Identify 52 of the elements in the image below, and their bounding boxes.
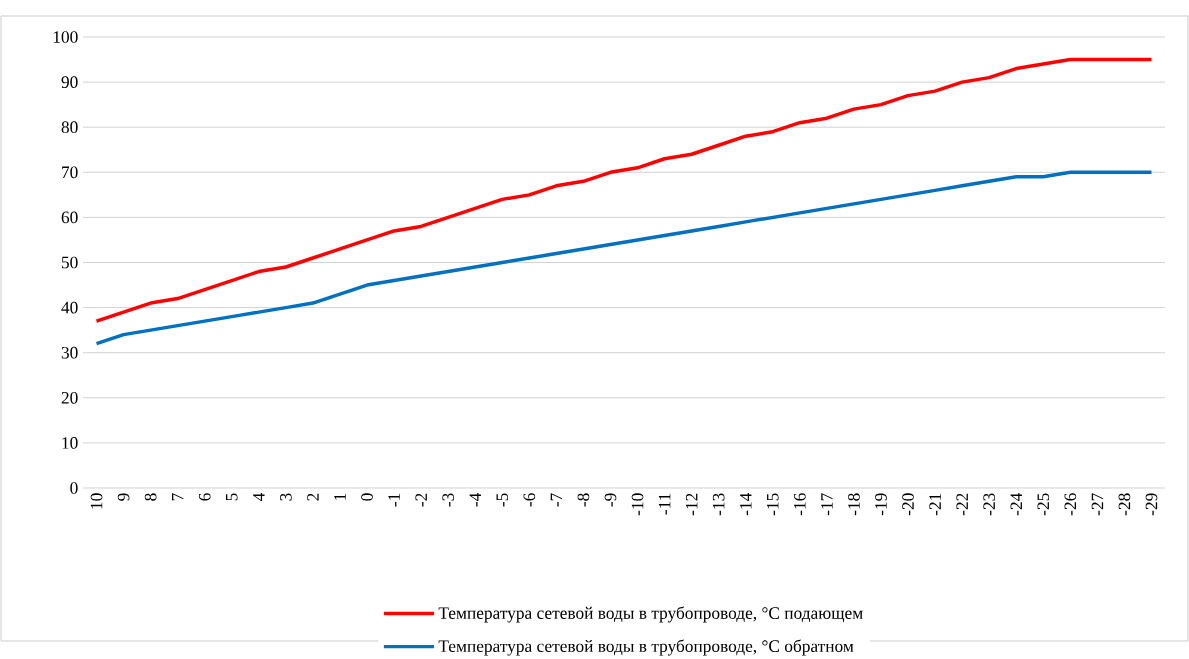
- x-tick-label: -15: [766, 493, 779, 516]
- x-tick-label: -25: [1037, 493, 1050, 516]
- x-tick-label: -26: [1064, 493, 1077, 516]
- x-tick-label: 0: [361, 493, 373, 501]
- x-tick-label: -14: [740, 492, 752, 516]
- x-tick-label: 1: [334, 493, 346, 500]
- x-tick-label: -16: [794, 493, 806, 516]
- x-tick-label: 10: [90, 493, 103, 509]
- x-tick-label: -18: [848, 493, 860, 516]
- x-tick-label: -10: [631, 493, 644, 516]
- x-tick-label: 4: [253, 492, 265, 501]
- x-tick-label: -22: [956, 493, 968, 516]
- y-tick-label: 90: [61, 76, 78, 88]
- x-tick-label: -20: [902, 493, 914, 516]
- y-tick-label: 20: [61, 391, 78, 404]
- x-tick-label: -2: [415, 493, 427, 507]
- legend-label: Температура сетевой воды в трубопроводе, °С обратном: [438, 639, 854, 656]
- x-tick-label: -11: [658, 493, 671, 515]
- y-tick-label: 70: [62, 166, 78, 179]
- x-tick-label: -4: [469, 492, 481, 507]
- x-tick-label: -13: [712, 493, 725, 516]
- x-tick-label: -3: [442, 493, 454, 507]
- x-tick-label: -6: [523, 493, 536, 507]
- x-tick-label: -19: [875, 493, 887, 516]
- legend-label: Температура сетевой воды в трубопроводе, °С подающем: [438, 606, 863, 623]
- x-tick-label: -5: [496, 493, 509, 507]
- x-tick-label: -8: [577, 493, 590, 507]
- x-tick-label: 7: [172, 493, 184, 501]
- x-tick-label: -17: [821, 493, 833, 516]
- y-tick-label: 40: [61, 301, 78, 314]
- y-tick-label: 60: [61, 211, 78, 224]
- x-tick-label: -1: [388, 493, 400, 507]
- y-tick-label: 50: [61, 256, 78, 269]
- x-tick-label: -9: [604, 493, 617, 507]
- x-tick-label: 2: [307, 493, 319, 501]
- x-tick-label: -7: [550, 493, 563, 507]
- x-tick-label: 8: [144, 493, 157, 501]
- x-tick-label: -23: [983, 493, 995, 516]
- x-tick-label: 5: [226, 493, 238, 501]
- x-tick-label: -24: [1010, 492, 1022, 516]
- x-tick-label: 6: [198, 493, 211, 501]
- y-tick-label: 100: [53, 31, 78, 43]
- x-tick-label: 9: [117, 493, 130, 501]
- x-tick-label: -21: [929, 493, 941, 516]
- x-tick-label: -27: [1091, 493, 1104, 516]
- x-tick-label: -12: [685, 493, 698, 516]
- y-tick-label: 30: [61, 346, 78, 359]
- x-tick-label: -29: [1145, 493, 1158, 516]
- x-tick-label: 3: [280, 493, 292, 501]
- y-tick-label: 10: [62, 436, 78, 449]
- x-tick-label: -28: [1118, 493, 1131, 516]
- y-tick-label: 80: [61, 121, 78, 133]
